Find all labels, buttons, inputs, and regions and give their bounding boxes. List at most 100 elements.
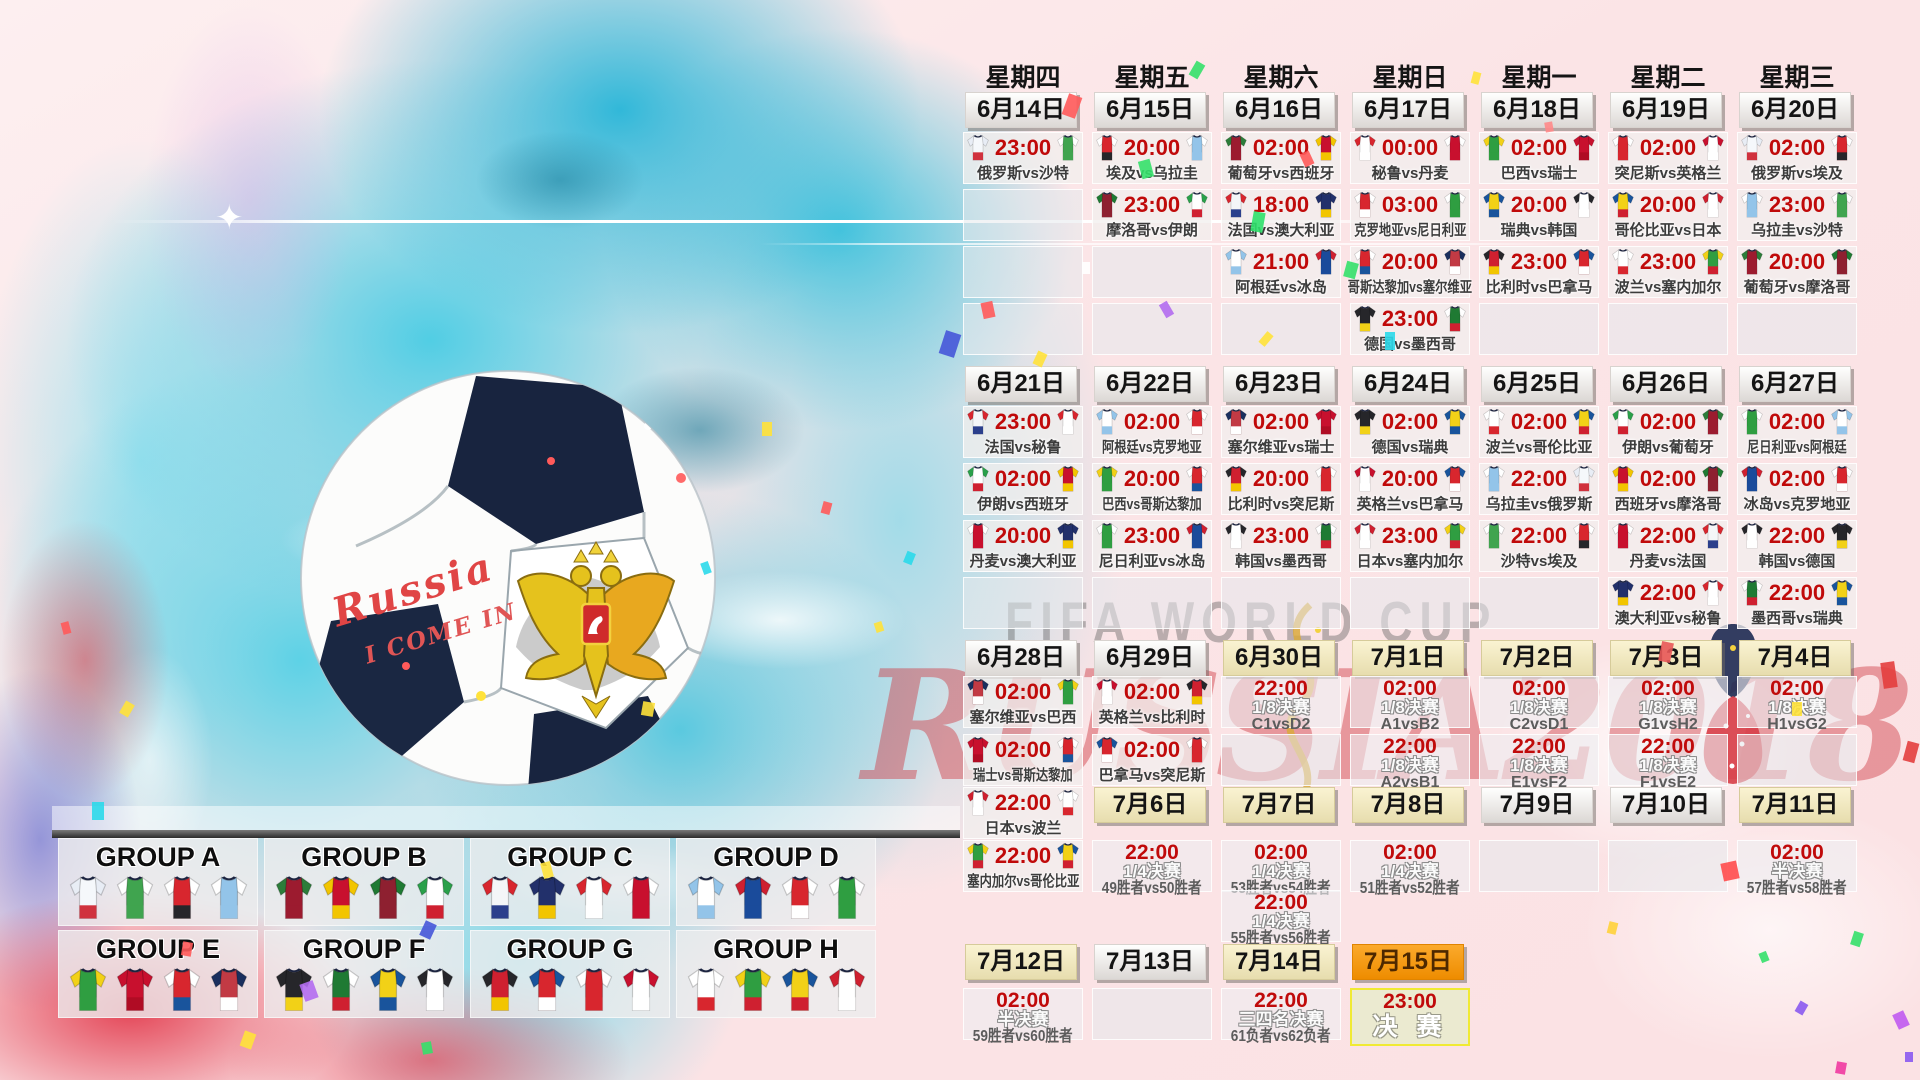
date-header: 7月11日 xyxy=(1739,787,1851,823)
stage-label: 1/8决赛 xyxy=(1639,698,1697,717)
match-time: 02:00 xyxy=(1510,409,1568,434)
team-jersey-icon xyxy=(210,876,247,920)
match-time: 22:00 xyxy=(1639,523,1697,548)
date-header: 7月10日 xyxy=(1610,787,1722,823)
bracket-label: F1vsE2 xyxy=(1639,774,1697,791)
date-header: 6月22日 xyxy=(1094,366,1206,402)
team-jersey-icon xyxy=(1444,249,1466,275)
date-header: 6月28日 xyxy=(965,640,1077,676)
date-header: 6月17日 xyxy=(1352,92,1464,128)
match-teams: 英格兰vs比利时 xyxy=(1098,709,1206,726)
team-jersey-icon xyxy=(575,968,612,1012)
match-time: 23:00 xyxy=(1639,249,1697,274)
match-cell: 23:00 波兰vs塞内加尔 xyxy=(1608,246,1728,298)
match-teams: 葡萄牙vs摩洛哥 xyxy=(1743,279,1851,296)
match-teams: 瑞士vs哥斯达黎加 xyxy=(973,767,1073,784)
match-cell: 02:00 尼日利亚vs阿根廷 xyxy=(1737,406,1857,458)
match-cell: 03:00 克罗地亚vs尼日利亚 xyxy=(1350,189,1470,241)
confetti-piece xyxy=(92,802,104,820)
date-header: 6月25日 xyxy=(1481,366,1593,402)
group-jerseys xyxy=(59,967,257,1013)
match-teams: 秘鲁vs丹麦 xyxy=(1371,165,1449,182)
team-jersey-icon xyxy=(1573,409,1595,435)
match-time: 02:00 xyxy=(1123,409,1181,434)
confetti-piece xyxy=(1835,1061,1847,1075)
team-jersey-icon xyxy=(1612,409,1634,435)
date-header: 6月23日 xyxy=(1223,366,1335,402)
match-time: 23:00 xyxy=(1510,249,1568,274)
groups-shelf-bar xyxy=(52,830,960,838)
date-header: 7月6日 xyxy=(1094,787,1206,823)
date-header: 6月30日 xyxy=(1223,640,1335,676)
group-jerseys xyxy=(471,875,669,921)
match-time: 22:00 xyxy=(1768,580,1826,605)
match-cell: 02:00 阿根廷vs克罗地亚 xyxy=(1092,406,1212,458)
match-time: 02:00 xyxy=(994,737,1052,762)
match-teams: 冰岛vs克罗地亚 xyxy=(1743,496,1851,513)
weekday-label: 星期五 xyxy=(1114,64,1190,92)
team-jersey-icon xyxy=(1096,679,1118,705)
match-cell: 22:00 澳大利亚vs秘鲁 xyxy=(1608,577,1728,629)
empty-cell xyxy=(1737,303,1857,355)
group-jerseys xyxy=(471,967,669,1013)
team-jersey-icon xyxy=(1612,249,1634,275)
date-header: 7月2日 xyxy=(1481,640,1593,676)
date-header: 7月9日 xyxy=(1481,787,1593,823)
russia-coat-of-arms xyxy=(516,541,676,719)
match-cell: 22:00 乌拉圭vs俄罗斯 xyxy=(1479,463,1599,515)
team-jersey-icon xyxy=(1057,466,1079,492)
match-time: 22:00 xyxy=(1639,580,1697,605)
groups-shelf-highlight xyxy=(52,806,960,830)
team-jersey-icon xyxy=(1831,249,1853,275)
match-cell: 23:00 尼日利亚vs冰岛 xyxy=(1092,520,1212,572)
team-jersey-icon xyxy=(1186,192,1208,218)
team-jersey-icon xyxy=(481,968,518,1012)
date-header: 6月29日 xyxy=(1094,640,1206,676)
team-jersey-icon xyxy=(1096,466,1118,492)
knockout-cell: 22:00 1/8决赛 F1vsE2 xyxy=(1608,734,1728,791)
knockout-cell: 22:00 1/4决赛 55胜者vs56胜者 xyxy=(1221,890,1341,947)
knockout-cell: 22:00 1/4决赛 49胜者vs50胜者 xyxy=(1092,840,1212,897)
match-cell: 02:00 俄罗斯vs埃及 xyxy=(1737,132,1857,184)
team-jersey-icon xyxy=(1354,409,1376,435)
match-cell: 02:00 伊朗vs西班牙 xyxy=(963,463,1083,515)
match-cell: 18:00 法国vs澳大利亚 xyxy=(1221,189,1341,241)
match-time: 02:00 xyxy=(1510,135,1568,160)
match-cell: 23:00 摩洛哥vs伊朗 xyxy=(1092,189,1212,241)
match-time: 02:00 xyxy=(1254,841,1308,864)
team-jersey-icon xyxy=(1354,135,1376,161)
team-jersey-icon xyxy=(1612,192,1634,218)
match-cell: 22:00 丹麦vs法国 xyxy=(1608,520,1728,572)
team-jersey-icon xyxy=(1612,523,1634,549)
team-jersey-icon xyxy=(1831,135,1853,161)
bracket-label: A2vsB1 xyxy=(1380,774,1440,791)
match-time: 22:00 xyxy=(994,790,1052,815)
match-time: 02:00 xyxy=(1770,841,1824,864)
match-time: 23:00 xyxy=(1383,990,1437,1013)
match-cell: 20:00 英格兰vs巴拿马 xyxy=(1350,463,1470,515)
match-cell: 23:00 德国vs墨西哥 xyxy=(1350,303,1470,355)
weekday-label: 星期日 xyxy=(1372,64,1448,92)
match-teams: 克罗地亚vs尼日利亚 xyxy=(1353,222,1467,239)
final-label: 决 赛 xyxy=(1372,1013,1448,1041)
match-cell: 02:00 英格兰vs比利时 xyxy=(1092,676,1212,728)
team-jersey-icon xyxy=(1702,523,1724,549)
match-teams: 墨西哥vs瑞典 xyxy=(1751,610,1843,627)
match-time: 23:00 xyxy=(1123,523,1181,548)
team-jersey-icon xyxy=(1096,192,1118,218)
team-jersey-icon xyxy=(1315,409,1337,435)
match-teams: 波兰vs塞内加尔 xyxy=(1614,279,1722,296)
group-title: GROUP H xyxy=(713,934,839,964)
match-time: 02:00 xyxy=(1768,409,1826,434)
match-teams: 英格兰vs巴拿马 xyxy=(1356,496,1464,513)
bracket-label: G1vsH2 xyxy=(1638,716,1698,733)
date-header: 6月16日 xyxy=(1223,92,1335,128)
team-jersey-icon xyxy=(1444,409,1466,435)
match-teams: 比利时vs突尼斯 xyxy=(1227,496,1335,513)
light-streak-line xyxy=(110,220,1480,223)
bracket-label: 59胜者vs60胜者 xyxy=(973,1028,1073,1045)
team-jersey-icon xyxy=(1831,192,1853,218)
team-jersey-icon xyxy=(1057,679,1079,705)
